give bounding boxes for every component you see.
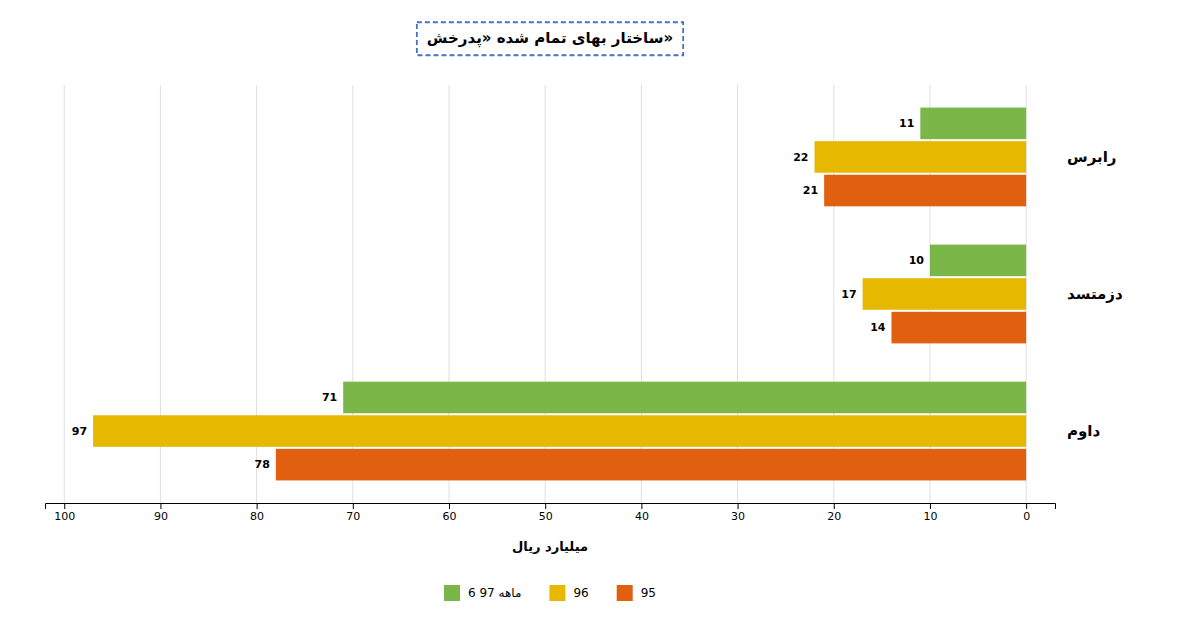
bar — [343, 382, 1026, 414]
x-tick-label: 60 — [443, 510, 457, 523]
chart: 11 10 71 22 17 97 21 14 78 0 10 20 30 40 50 60 70 80 90 100… — [0, 0, 1185, 628]
x-tick: 100 — [54, 503, 75, 523]
data-labels: 11 10 71 22 17 97 21 14 78 — [72, 117, 925, 471]
x-tick-mark — [545, 503, 546, 509]
x-tick-mark — [449, 503, 450, 509]
legend: 6 ماهه 97 96 95 — [444, 585, 656, 601]
bar — [891, 312, 1026, 344]
legend-item: 95 — [617, 585, 656, 601]
x-axis: 0 10 20 30 40 50 60 70 80 90 100 — [46, 503, 1056, 523]
data-label: 97 — [72, 425, 87, 438]
legend-label: 6 ماهه 97 — [468, 586, 521, 600]
bars — [93, 108, 1026, 481]
bar — [93, 415, 1026, 447]
data-label: 11 — [899, 117, 914, 130]
x-tick-label: 0 — [1023, 510, 1030, 523]
legend-swatch — [617, 585, 633, 601]
x-tick-mark — [353, 503, 354, 509]
x-tick-label: 10 — [923, 510, 937, 523]
data-label: 17 — [841, 288, 856, 301]
x-tick: 90 — [154, 503, 168, 523]
data-label: 21 — [803, 184, 818, 197]
bar — [920, 108, 1026, 140]
legend-item: 6 ماهه 97 — [444, 585, 521, 601]
legend-label: 95 — [641, 586, 656, 600]
legend-label: 96 — [573, 586, 588, 600]
x-tick: 40 — [635, 503, 649, 523]
bar — [815, 141, 1027, 173]
bar — [863, 278, 1027, 310]
y-tick-label: دزمتسد — [1067, 285, 1123, 303]
y-tick: داوم — [1067, 422, 1100, 440]
title: ساختار بهای تمام شده «پدرخش» — [427, 29, 673, 48]
y-tick: رابرس — [1067, 148, 1116, 166]
x-tick-label: 100 — [54, 510, 75, 523]
x-axis-line — [46, 504, 1056, 510]
grid — [64, 85, 1026, 503]
data-label: 78 — [255, 458, 270, 471]
y-axis: رابرس دزمتسد داوم — [1067, 148, 1123, 440]
x-tick-label: 70 — [346, 510, 360, 523]
x-tick: 30 — [731, 503, 745, 523]
legend-swatch — [549, 585, 565, 601]
x-tick-mark — [1026, 503, 1027, 509]
data-label: 22 — [793, 151, 808, 164]
data-label: 14 — [870, 321, 886, 334]
x-tick-mark — [738, 503, 739, 509]
x-tick-label: 40 — [635, 510, 649, 523]
x-axis-title: میلیارد ریال — [512, 539, 588, 554]
y-tick-label: داوم — [1067, 422, 1100, 440]
bar — [824, 175, 1026, 207]
title-group: ساختار بهای تمام شده «پدرخش» — [417, 22, 683, 55]
x-tick: 10 — [923, 503, 937, 523]
x-tick-mark — [834, 503, 835, 509]
bar — [276, 449, 1026, 481]
x-tick-label: 80 — [250, 510, 264, 523]
title-box — [417, 22, 683, 55]
x-tick: 20 — [827, 503, 841, 523]
y-tick: دزمتسد — [1067, 285, 1123, 303]
x-tick-label: 20 — [827, 510, 841, 523]
data-label: 10 — [909, 254, 925, 267]
legend-item: 96 — [549, 585, 588, 601]
x-tick-mark — [257, 503, 258, 509]
x-tick-label: 50 — [539, 510, 553, 523]
bar — [930, 245, 1026, 277]
data-label: 71 — [322, 391, 337, 404]
x-tick-mark — [160, 503, 161, 509]
x-tick: 0 — [1023, 503, 1030, 523]
x-tick-label: 30 — [731, 510, 745, 523]
x-tick-mark — [930, 503, 931, 509]
x-tick: 60 — [443, 503, 457, 523]
x-tick-label: 90 — [154, 510, 168, 523]
x-tick: 70 — [346, 503, 360, 523]
legend-swatch — [444, 585, 460, 601]
grid-line — [64, 85, 65, 503]
x-tick: 50 — [539, 503, 553, 523]
x-tick-mark — [641, 503, 642, 509]
y-tick-label: رابرس — [1067, 148, 1116, 166]
x-tick-mark — [64, 503, 65, 509]
x-tick: 80 — [250, 503, 264, 523]
